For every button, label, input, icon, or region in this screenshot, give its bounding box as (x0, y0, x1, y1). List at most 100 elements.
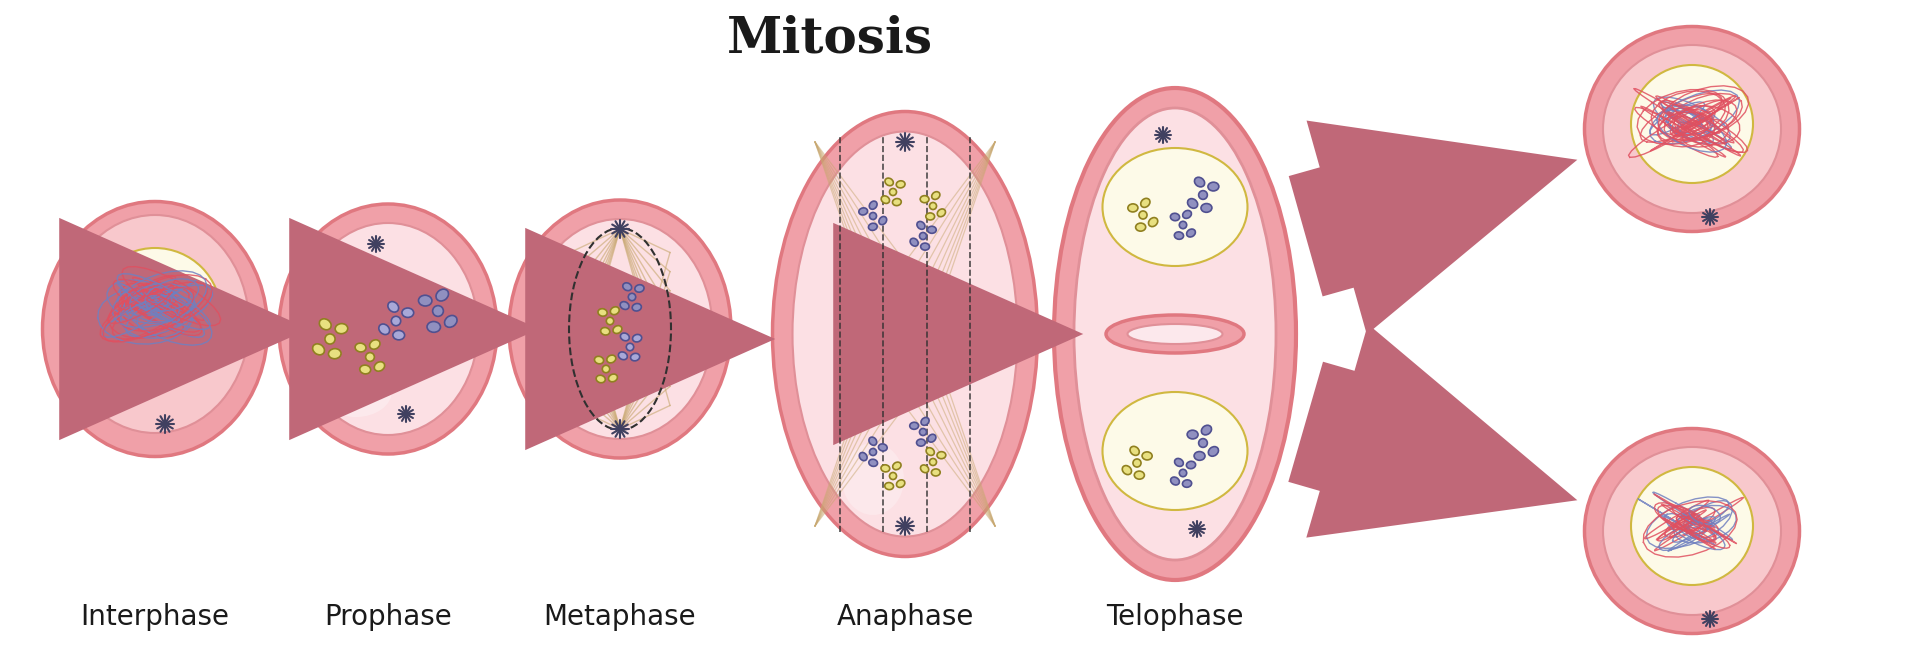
Ellipse shape (622, 283, 632, 290)
Ellipse shape (620, 302, 630, 310)
Ellipse shape (1133, 459, 1140, 467)
Ellipse shape (392, 316, 401, 326)
Ellipse shape (920, 195, 929, 203)
Ellipse shape (793, 132, 1018, 537)
Ellipse shape (1208, 447, 1219, 456)
Ellipse shape (528, 219, 712, 439)
Ellipse shape (1584, 27, 1799, 231)
Ellipse shape (1175, 458, 1183, 466)
Ellipse shape (555, 372, 622, 422)
Ellipse shape (1135, 223, 1146, 231)
Ellipse shape (893, 462, 900, 470)
Ellipse shape (388, 302, 399, 312)
Ellipse shape (365, 353, 374, 361)
Ellipse shape (885, 482, 893, 490)
Ellipse shape (879, 444, 887, 451)
Ellipse shape (374, 362, 384, 371)
Ellipse shape (394, 330, 405, 340)
Ellipse shape (881, 196, 889, 203)
Ellipse shape (1630, 65, 1753, 183)
Ellipse shape (897, 181, 904, 188)
Ellipse shape (870, 213, 877, 219)
Ellipse shape (88, 248, 221, 380)
Ellipse shape (1127, 324, 1223, 344)
Ellipse shape (632, 304, 641, 311)
Ellipse shape (1603, 45, 1782, 213)
Ellipse shape (1603, 447, 1782, 615)
Ellipse shape (355, 343, 367, 352)
Ellipse shape (925, 213, 935, 220)
Text: Interphase: Interphase (81, 603, 230, 631)
Ellipse shape (879, 217, 887, 225)
Ellipse shape (881, 465, 889, 472)
Ellipse shape (328, 349, 342, 359)
Ellipse shape (371, 340, 380, 349)
Text: Mitosis: Mitosis (728, 14, 933, 63)
Ellipse shape (1102, 392, 1248, 510)
Ellipse shape (1183, 211, 1192, 218)
Ellipse shape (870, 448, 877, 456)
Text: Prophase: Prophase (324, 603, 451, 631)
Ellipse shape (927, 434, 935, 442)
Ellipse shape (1171, 213, 1179, 221)
Ellipse shape (595, 357, 603, 364)
Ellipse shape (1127, 204, 1139, 212)
Ellipse shape (42, 201, 267, 456)
Ellipse shape (1131, 446, 1139, 456)
Text: Anaphase: Anaphase (837, 603, 973, 631)
Ellipse shape (595, 375, 605, 383)
Ellipse shape (1135, 471, 1144, 479)
Ellipse shape (893, 199, 900, 205)
Ellipse shape (870, 201, 877, 209)
Ellipse shape (61, 215, 250, 433)
Ellipse shape (632, 334, 641, 342)
Ellipse shape (378, 324, 390, 334)
Ellipse shape (922, 243, 929, 250)
Ellipse shape (432, 306, 444, 316)
Ellipse shape (597, 308, 607, 316)
Ellipse shape (359, 365, 371, 374)
Ellipse shape (313, 344, 324, 355)
Ellipse shape (1171, 477, 1179, 485)
Ellipse shape (1148, 217, 1158, 227)
Ellipse shape (401, 308, 413, 317)
Ellipse shape (1194, 177, 1204, 187)
Ellipse shape (1584, 429, 1799, 634)
Ellipse shape (1198, 191, 1208, 199)
Ellipse shape (1054, 88, 1296, 580)
Ellipse shape (1123, 466, 1131, 474)
Ellipse shape (870, 437, 877, 446)
Ellipse shape (925, 448, 935, 456)
Ellipse shape (1179, 221, 1187, 229)
Ellipse shape (885, 178, 893, 186)
Ellipse shape (1179, 470, 1187, 477)
Ellipse shape (889, 472, 897, 480)
Ellipse shape (1106, 315, 1244, 353)
Ellipse shape (1187, 229, 1196, 237)
Ellipse shape (278, 204, 497, 454)
Ellipse shape (626, 343, 634, 351)
Ellipse shape (858, 208, 868, 215)
Ellipse shape (920, 428, 927, 436)
Ellipse shape (1187, 461, 1196, 469)
Ellipse shape (1187, 430, 1198, 439)
Ellipse shape (920, 232, 927, 240)
Ellipse shape (445, 316, 457, 327)
Ellipse shape (636, 285, 643, 292)
Ellipse shape (929, 203, 937, 209)
Ellipse shape (1073, 108, 1277, 560)
Ellipse shape (628, 293, 636, 300)
Ellipse shape (603, 365, 611, 373)
Ellipse shape (931, 469, 941, 476)
Ellipse shape (1630, 467, 1753, 585)
Ellipse shape (937, 452, 947, 459)
Ellipse shape (612, 326, 622, 333)
Ellipse shape (1175, 232, 1183, 240)
Ellipse shape (426, 322, 440, 332)
Ellipse shape (607, 317, 614, 324)
Ellipse shape (324, 334, 336, 344)
Ellipse shape (910, 238, 918, 246)
Ellipse shape (860, 452, 868, 461)
Ellipse shape (922, 417, 929, 425)
Ellipse shape (1188, 199, 1198, 208)
